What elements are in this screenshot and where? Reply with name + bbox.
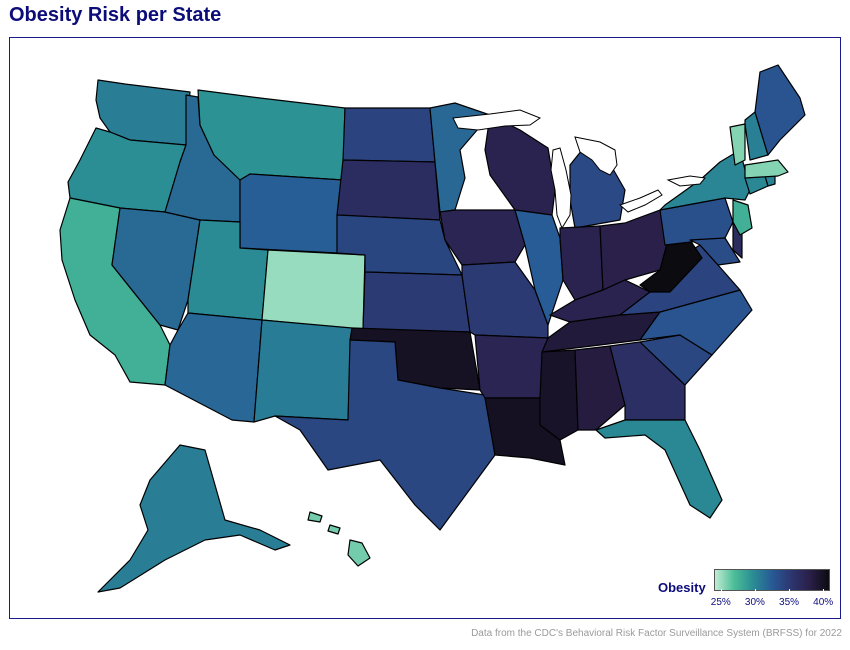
lake-michigan: [550, 147, 572, 230]
lake-ontario: [666, 175, 706, 187]
legend-tick-label: 35%: [779, 597, 800, 608]
state-north-dakota[interactable]: North Dakota: [342, 107, 436, 163]
lake-superior: [452, 109, 542, 131]
legend-tick-mark: [789, 589, 791, 593]
lake-huron: [574, 136, 618, 176]
lake-erie: [619, 189, 663, 213]
state-new-jersey[interactable]: New Jersey: [732, 199, 753, 236]
state-minnesota[interactable]: Minnesota: [429, 102, 491, 213]
state-wyoming[interactable]: Wyoming: [239, 173, 344, 254]
state-south-dakota[interactable]: South Dakota: [336, 159, 441, 221]
state-iowa[interactable]: Iowa: [439, 209, 526, 266]
legend-tick-mark: [754, 589, 756, 593]
state-maine[interactable]: Maine: [754, 64, 806, 156]
map-frame: [9, 37, 841, 619]
state-texas[interactable]: Texas: [274, 339, 496, 531]
state-massachusetts[interactable]: Massachusetts: [744, 159, 789, 179]
state-indiana[interactable]: Indiana: [559, 225, 604, 301]
state-arkansas[interactable]: Arkansas: [474, 334, 549, 399]
state-wisconsin[interactable]: Wisconsin: [484, 114, 556, 216]
state-alabama[interactable]: Alabama: [574, 345, 626, 431]
state-alaska[interactable]: Alaska: [97, 444, 291, 593]
state-illinois[interactable]: Illinois: [514, 209, 564, 326]
legend-tick-label: 25%: [710, 597, 731, 608]
state-colorado[interactable]: Colorado: [261, 249, 366, 331]
legend-tick-label: 40%: [813, 597, 834, 608]
state-kansas[interactable]: Kansas: [362, 271, 471, 333]
legend-tick-mark: [720, 589, 722, 593]
legend-title: Obesity: [658, 580, 706, 595]
legend: Obesity 25% 30% 35% 40%: [658, 567, 838, 611]
source-caption: Data from the CDC's Behavioral Risk Fact…: [471, 628, 842, 639]
legend-tick-label: 30%: [744, 597, 765, 608]
legend-color-bar: [714, 569, 830, 591]
state-new-mexico[interactable]: New Mexico: [253, 319, 353, 423]
state-west-virginia[interactable]: West Virginia: [639, 239, 703, 293]
state-florida[interactable]: Florida: [595, 419, 723, 519]
legend-tick-mark: [823, 589, 825, 593]
state-hawaii[interactable]: Hawaii: [307, 511, 371, 567]
state-vermont[interactable]: Vermont: [729, 123, 746, 166]
state-new-hampshire[interactable]: New Hampshire: [744, 111, 769, 161]
state-maryland[interactable]: Maryland: [689, 237, 741, 266]
map-title: Obesity Risk per State: [9, 4, 222, 26]
state-mississippi[interactable]: Mississippi: [539, 349, 579, 441]
state-arizona[interactable]: Arizona: [164, 312, 263, 423]
